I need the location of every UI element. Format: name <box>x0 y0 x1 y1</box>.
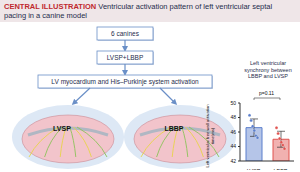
svg-text:LV myocardium and His–Purkinje: LV myocardium and His–Purkinje system ac… <box>51 78 199 86</box>
svg-text:LBBP: LBBP <box>273 168 287 170</box>
svg-text:6 canines: 6 canines <box>111 30 140 37</box>
svg-text:48: 48 <box>230 114 236 120</box>
svg-text:LBBP: LBBP <box>164 125 183 132</box>
svg-text:50: 50 <box>230 100 236 106</box>
html-text:p=0.11: p=0.11 <box>259 90 275 96</box>
svg-text:44: 44 <box>230 143 236 149</box>
html-text:CENTRAL ILLUSTRATION Ventricul: CENTRAL ILLUSTRATION Ventricular activat… <box>4 2 273 20</box>
html-text:Left ventricular synchrony bet: Left ventricular synchrony between LBBP … <box>244 60 292 79</box>
svg-text:LVSP+LBBP: LVSP+LBBP <box>107 54 144 61</box>
html-text:Left ventricular free wall act: Left ventricular free wall activation ti… <box>205 104 215 168</box>
svg-text:LVSP: LVSP <box>247 168 261 170</box>
svg-text:LVSP: LVSP <box>53 125 71 132</box>
svg-text:46: 46 <box>230 129 236 135</box>
svg-text:42: 42 <box>230 158 236 164</box>
